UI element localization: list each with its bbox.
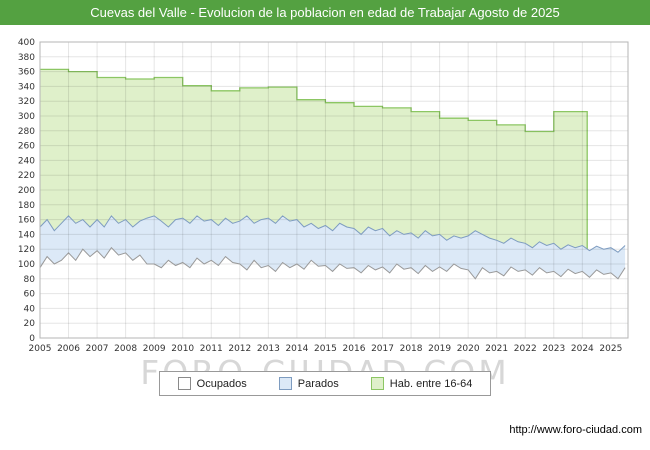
y-tick-label: 120: [18, 245, 35, 255]
y-tick-label: 20: [24, 319, 36, 329]
x-tick-label: 2023: [542, 344, 565, 354]
area-ocupados: [40, 247, 626, 338]
x-tick-label: 2021: [485, 344, 508, 354]
legend-item-ocupados: Ocupados: [177, 377, 247, 390]
x-tick-label: 2010: [171, 344, 194, 354]
y-tick-label: 160: [18, 216, 35, 226]
y-tick-label: 320: [18, 97, 35, 107]
y-tick-label: 200: [18, 186, 35, 196]
x-tick-label: 2019: [428, 344, 451, 354]
y-tick-label: 300: [18, 112, 35, 122]
line-ocupados: [39, 246, 626, 280]
x-tick-label: 2011: [200, 344, 223, 354]
x-tick-label: 2016: [343, 344, 366, 354]
x-tick-label: 2007: [86, 344, 109, 354]
legend-swatch-parados: [278, 377, 292, 390]
legend-label-ocupados: Ocupados: [196, 377, 247, 390]
x-tick-label: 2017: [371, 344, 394, 354]
footer-url[interactable]: http://www.foro-ciudad.com: [509, 424, 642, 436]
legend: Ocupados Parados Hab. entre 16-64: [0, 371, 650, 396]
y-tick-label: 220: [18, 171, 35, 181]
y-tick-label: 260: [18, 142, 35, 152]
axis-labels: 0 20 40 60 80 100 120 140 160 180 200 220 240 260 280 3…: [18, 38, 623, 354]
line-parados: [39, 215, 626, 253]
y-tick-label: 80: [24, 275, 36, 285]
y-tick-label: 180: [18, 201, 35, 211]
y-tick-label: 380: [18, 53, 35, 63]
y-tick-label: 140: [18, 230, 35, 240]
legend-item-parados: Parados: [278, 377, 339, 390]
plot-border: [39, 41, 629, 339]
x-tick-label: 2020: [457, 344, 480, 354]
y-tick-label: 280: [18, 127, 35, 137]
legend-box: Ocupados Parados Hab. entre 16-64: [158, 371, 492, 396]
x-tick-label: 2025: [599, 344, 622, 354]
x-tick-label: 2009: [143, 344, 166, 354]
x-tick-label: 2008: [114, 344, 137, 354]
x-tick-label: 2012: [228, 344, 251, 354]
legend-label-parados: Parados: [297, 377, 339, 390]
y-tick-label: 340: [18, 82, 35, 92]
x-tick-label: 2015: [314, 344, 337, 354]
y-tick-label: 360: [18, 68, 35, 78]
x-tick-label: 2022: [514, 344, 537, 354]
y-tick-label: 400: [18, 38, 35, 48]
x-tick-label: 2018: [400, 344, 423, 354]
legend-item-hab-16-64: Hab. entre 16-64: [370, 377, 473, 390]
legend-label-hab-16-64: Hab. entre 16-64: [389, 377, 473, 390]
legend-swatch-hab-16-64: [370, 377, 384, 390]
x-tick-label: 2014: [285, 344, 308, 354]
gridlines: [39, 41, 628, 339]
page-title: Cuevas del Valle - Evolucion de la pobla…: [0, 0, 650, 25]
y-tick-label: 0: [29, 334, 35, 344]
y-tick-label: 40: [24, 304, 36, 314]
line-hab-16-64: [40, 68, 588, 338]
x-tick-label: 2024: [571, 344, 594, 354]
y-tick-label: 240: [18, 156, 35, 166]
y-tick-label: 60: [24, 290, 36, 300]
y-tick-label: 100: [18, 260, 35, 270]
legend-swatch-ocupados: [177, 377, 191, 390]
x-tick-label: 2005: [29, 344, 52, 354]
x-tick-label: 2013: [257, 344, 280, 354]
x-tick-label: 2006: [57, 344, 80, 354]
